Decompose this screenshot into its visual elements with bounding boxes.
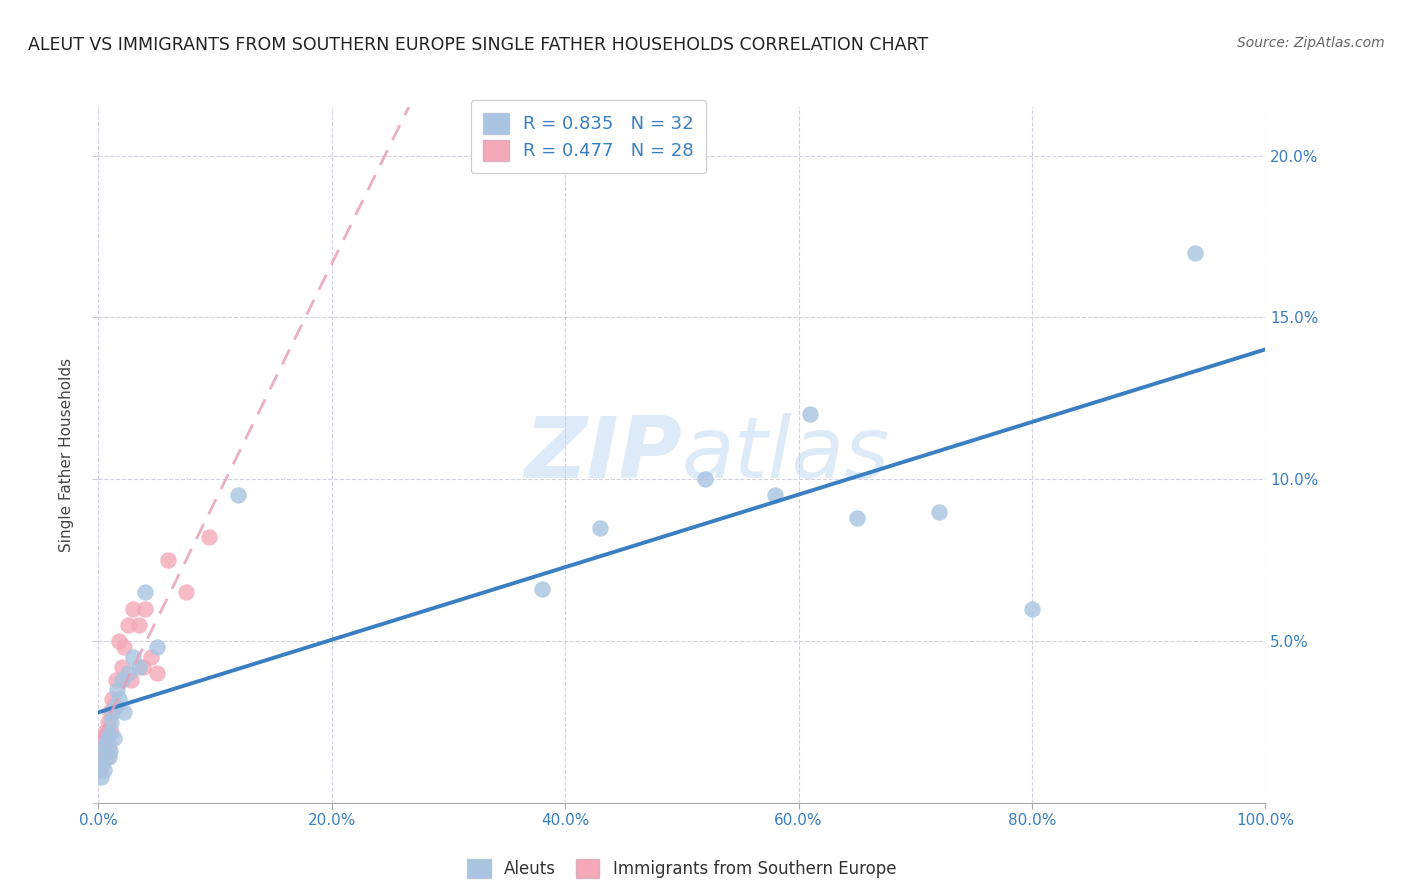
Point — [103, 698, 125, 713]
Point — [90, 756, 112, 771]
Point — [198, 531, 221, 545]
Point — [105, 682, 128, 697]
Y-axis label: Single Father Households: Single Father Households — [59, 358, 75, 552]
Point — [132, 660, 155, 674]
Point — [128, 617, 150, 632]
Point — [90, 756, 112, 771]
Point — [139, 650, 162, 665]
Point — [122, 601, 145, 615]
Point — [100, 714, 122, 729]
Point — [117, 666, 139, 681]
Point — [530, 582, 553, 597]
Text: ALEUT VS IMMIGRANTS FROM SOUTHERN EUROPE SINGLE FATHER HOUSEHOLDS CORRELATION CH: ALEUT VS IMMIGRANTS FROM SOUTHERN EUROPE… — [28, 36, 928, 54]
Text: atlas: atlas — [682, 413, 890, 497]
Point — [97, 724, 120, 739]
Point — [146, 640, 169, 655]
Point — [101, 705, 124, 719]
Point — [228, 488, 250, 502]
Point — [134, 601, 156, 615]
Point — [104, 673, 127, 687]
Point — [97, 714, 120, 729]
Point — [846, 511, 869, 525]
Point — [112, 640, 135, 655]
Point — [799, 408, 821, 422]
Point — [122, 650, 145, 665]
Point — [108, 692, 131, 706]
Point — [108, 634, 131, 648]
Point — [134, 585, 156, 599]
Point — [93, 731, 115, 745]
Point — [103, 731, 125, 745]
Point — [94, 724, 117, 739]
Point — [157, 553, 180, 567]
Point — [97, 738, 120, 752]
Point — [91, 738, 114, 752]
Point — [96, 731, 118, 745]
Point — [93, 764, 115, 778]
Point — [589, 521, 612, 535]
Point — [128, 660, 150, 674]
Text: ZIP: ZIP — [524, 413, 682, 497]
Point — [90, 747, 112, 762]
Point — [97, 750, 120, 764]
Point — [1184, 245, 1206, 260]
Point — [94, 738, 117, 752]
Point — [104, 698, 127, 713]
Point — [1021, 601, 1043, 615]
Legend: Aleuts, Immigrants from Southern Europe: Aleuts, Immigrants from Southern Europe — [461, 853, 903, 885]
Point — [90, 770, 112, 784]
Point — [112, 705, 135, 719]
Text: Source: ZipAtlas.com: Source: ZipAtlas.com — [1237, 36, 1385, 50]
Point — [98, 705, 121, 719]
Point — [89, 764, 111, 778]
Point — [96, 750, 118, 764]
Point — [98, 744, 121, 758]
Point — [695, 472, 717, 486]
Point — [111, 660, 134, 674]
Point — [101, 692, 124, 706]
Point — [120, 673, 142, 687]
Point — [146, 666, 169, 681]
Point — [174, 585, 197, 599]
Point — [763, 488, 786, 502]
Point — [91, 747, 114, 762]
Point — [111, 673, 134, 687]
Point — [100, 724, 122, 739]
Point — [117, 617, 139, 632]
Point — [928, 504, 950, 518]
